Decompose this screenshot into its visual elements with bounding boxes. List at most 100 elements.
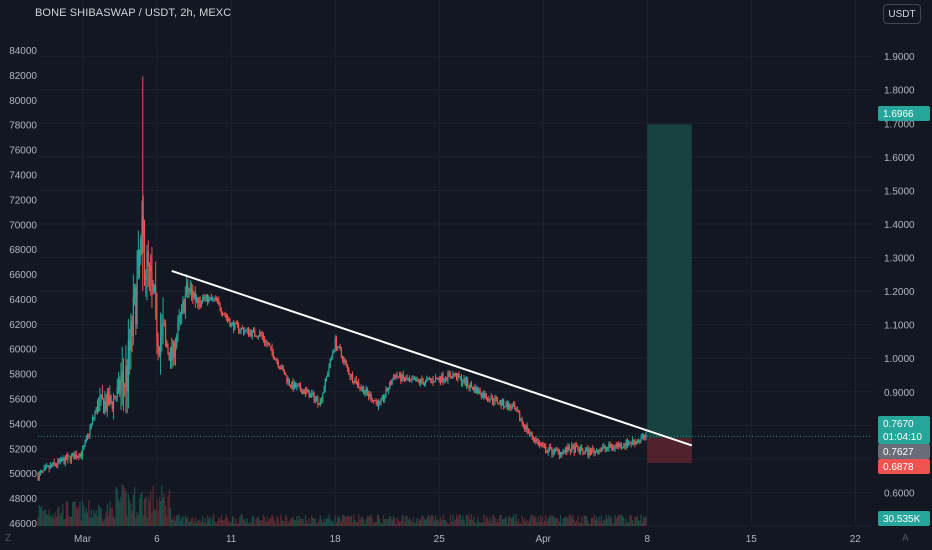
volume-bar bbox=[559, 515, 562, 526]
candle-body bbox=[78, 456, 80, 458]
volume-bar bbox=[382, 515, 385, 526]
long-position-tool[interactable] bbox=[38, 124, 872, 463]
volume-bar bbox=[446, 521, 448, 526]
candle-body bbox=[576, 445, 578, 447]
volume-bar bbox=[168, 489, 170, 526]
candle-body bbox=[589, 449, 591, 455]
candle-body bbox=[226, 317, 229, 320]
volume-bar bbox=[57, 507, 59, 526]
volume-bar bbox=[278, 523, 281, 526]
candle-body bbox=[639, 440, 641, 442]
candle-body bbox=[439, 379, 442, 383]
volume-bar bbox=[491, 516, 494, 526]
volume-bar bbox=[114, 518, 116, 526]
candle-body bbox=[322, 393, 324, 401]
volume-bar bbox=[316, 523, 318, 526]
volume-bar bbox=[503, 519, 505, 526]
volume-bar bbox=[67, 501, 69, 526]
left-price-axis[interactable]: 84000 82000 80000 78000 76000 74000 72000 70000… bbox=[9, 46, 37, 530]
candle-body bbox=[376, 401, 378, 407]
volume-bar bbox=[432, 515, 434, 526]
candle-body bbox=[41, 470, 43, 472]
candle-body bbox=[453, 374, 455, 376]
candle-body bbox=[83, 446, 85, 450]
volume-bar bbox=[455, 514, 458, 526]
candle-body bbox=[38, 472, 40, 480]
volume-bar bbox=[615, 518, 617, 526]
entry-price-tag-bg bbox=[878, 444, 930, 459]
volume-bar bbox=[309, 523, 312, 526]
candle-body bbox=[100, 394, 102, 398]
time-axis[interactable]: Mar 6 11 18 25 Apr 8 15 22 bbox=[74, 534, 861, 545]
candle-body bbox=[136, 274, 138, 325]
volume-bar bbox=[178, 514, 180, 526]
volume-bar bbox=[318, 519, 320, 526]
candle-body bbox=[86, 434, 89, 438]
volume-bar bbox=[130, 503, 132, 526]
currency-button[interactable]: USDT bbox=[883, 4, 921, 24]
candle-body bbox=[292, 381, 294, 390]
volume-bar bbox=[376, 515, 378, 526]
volume-bar bbox=[38, 505, 40, 526]
volume-bar bbox=[500, 515, 502, 526]
volume-bar bbox=[83, 505, 85, 526]
volume-bar bbox=[285, 514, 287, 526]
candle-body bbox=[552, 453, 554, 455]
candle-body bbox=[47, 466, 49, 468]
volume-bar bbox=[235, 518, 237, 526]
candle-body bbox=[610, 446, 612, 448]
volume-bar bbox=[389, 515, 391, 526]
volume-bar bbox=[44, 508, 47, 526]
candle-body bbox=[264, 339, 266, 343]
candle-body bbox=[200, 300, 203, 306]
target-zone[interactable] bbox=[647, 124, 692, 438]
timezone-toggle[interactable]: Z bbox=[5, 533, 12, 544]
trendline[interactable] bbox=[171, 269, 693, 447]
candle-body bbox=[91, 418, 94, 424]
trendline-resistance[interactable] bbox=[171, 269, 693, 447]
countdown-timer: 01:04:10 bbox=[883, 432, 922, 443]
candle-body bbox=[303, 390, 305, 394]
volume-bar bbox=[634, 516, 636, 526]
volume-bar bbox=[43, 510, 45, 526]
candle-body bbox=[499, 400, 501, 404]
volume-bar bbox=[353, 514, 355, 526]
auto-scale-toggle[interactable]: A bbox=[902, 533, 909, 544]
volume-bar bbox=[641, 523, 643, 526]
candle-body bbox=[405, 378, 407, 381]
candle-body bbox=[429, 378, 432, 381]
candle-body bbox=[105, 401, 107, 410]
volume-bar bbox=[594, 519, 596, 526]
candle-body bbox=[402, 374, 404, 378]
candle-body bbox=[615, 445, 617, 447]
candle-body bbox=[522, 423, 525, 426]
candle-body bbox=[64, 455, 66, 464]
candle-body bbox=[267, 344, 269, 346]
candle-body bbox=[558, 450, 560, 456]
candle-body bbox=[173, 342, 175, 358]
candle-body bbox=[434, 377, 437, 383]
candle-body bbox=[77, 456, 79, 458]
candle-body bbox=[320, 400, 323, 402]
candle-body bbox=[620, 443, 622, 448]
candle-body bbox=[574, 445, 577, 453]
volume-bar bbox=[423, 518, 425, 526]
volume-bar bbox=[193, 522, 195, 526]
candle-body bbox=[346, 364, 349, 369]
volume-bar bbox=[166, 516, 168, 526]
candle-body bbox=[572, 445, 574, 446]
volume-bar bbox=[77, 509, 79, 526]
candle-body bbox=[335, 338, 338, 348]
candle-body bbox=[239, 330, 241, 332]
candle-body bbox=[155, 285, 157, 294]
candle-body bbox=[484, 393, 486, 398]
volume-bar bbox=[396, 516, 398, 526]
candle-body bbox=[403, 377, 406, 381]
volume-bar bbox=[525, 522, 527, 526]
stop-zone[interactable] bbox=[647, 437, 692, 463]
candle-body bbox=[605, 447, 607, 449]
volume-bar bbox=[121, 484, 123, 526]
volume-bar bbox=[218, 517, 220, 526]
candle-body bbox=[270, 346, 272, 348]
